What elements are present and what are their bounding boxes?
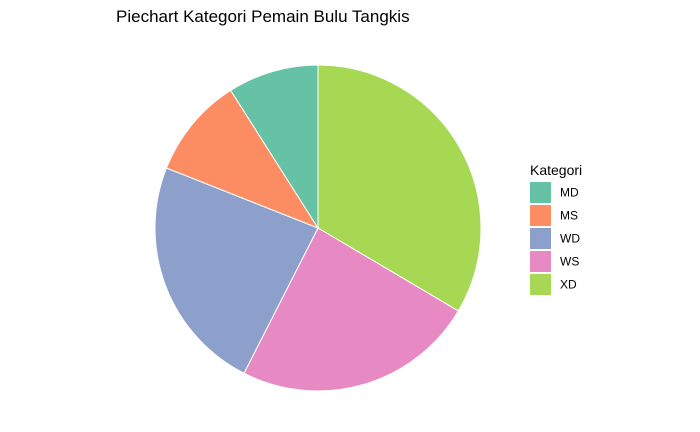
legend-label-ws: WS xyxy=(560,255,579,269)
pie-slice-wd xyxy=(154,167,319,374)
legend-label-xd: XD xyxy=(560,278,577,292)
legend-key-ms xyxy=(530,205,551,226)
legend-label-wd: WD xyxy=(560,232,580,246)
legend-label-ms: MS xyxy=(560,209,578,223)
legend-item-wd: WD xyxy=(530,228,580,249)
legend-key-xd xyxy=(530,274,551,295)
pie-slices xyxy=(154,64,482,392)
legend-items: MD MS WD WS XD xyxy=(530,182,580,295)
legend-item-ms: MS xyxy=(530,205,578,226)
legend-item-ws: WS xyxy=(530,251,579,272)
pie-slice-md xyxy=(229,64,319,230)
legend-key-md xyxy=(530,182,551,203)
legend-key-ws xyxy=(530,251,551,272)
legend-item-md: MD xyxy=(530,182,579,203)
legend-title: Kategori xyxy=(530,162,582,178)
chart-title: Piechart Kategori Pemain Bulu Tangkis xyxy=(116,7,410,26)
legend-item-xd: XD xyxy=(530,274,577,295)
legend: Kategori MD MS WD WS XD xyxy=(530,162,582,295)
legend-label-md: MD xyxy=(560,186,579,200)
pie-slice-xd xyxy=(317,64,482,312)
legend-key-wd xyxy=(530,228,551,249)
pie-slice-ms xyxy=(165,89,320,230)
